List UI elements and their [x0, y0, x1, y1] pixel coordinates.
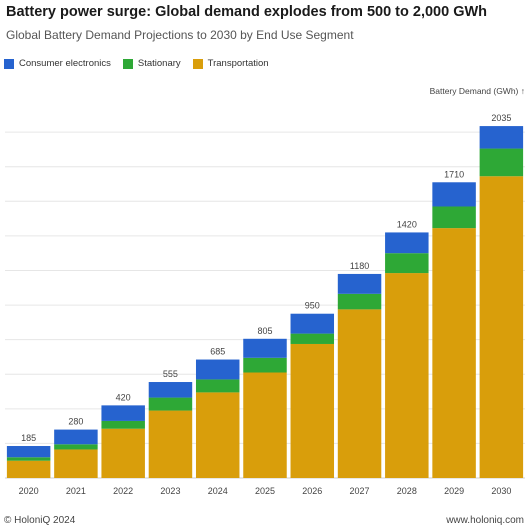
legend-swatch-consumer-electronics — [4, 58, 14, 69]
total-label-2030: 2035 — [491, 113, 511, 123]
bar-consumer-electronics-2025[interactable] — [243, 338, 287, 358]
bar-stationary-2025[interactable] — [243, 357, 287, 373]
x-tick-2026: 2026 — [302, 486, 322, 496]
legend: Consumer electronics Stationary Transpor… — [4, 58, 281, 69]
bar-transportation-2022[interactable] — [101, 428, 145, 478]
bar-consumer-electronics-2022[interactable] — [101, 405, 145, 421]
bar-transportation-2023[interactable] — [148, 410, 193, 478]
bar-transportation-2021[interactable] — [54, 449, 98, 478]
x-tick-2029: 2029 — [444, 486, 464, 496]
bar-stationary-2023[interactable] — [148, 397, 193, 411]
x-tick-2020: 2020 — [19, 486, 39, 496]
website-link[interactable]: www.holoniq.com — [446, 515, 524, 526]
legend-item-transportation[interactable]: Transportation — [192, 58, 269, 69]
bar-stationary-2027[interactable] — [337, 293, 382, 310]
bar-consumer-electronics-2026[interactable] — [290, 313, 335, 334]
bar-stationary-2030[interactable] — [479, 148, 524, 177]
x-tick-2024: 2024 — [208, 486, 228, 496]
x-tick-2021: 2021 — [66, 486, 86, 496]
bar-consumer-electronics-2027[interactable] — [337, 273, 382, 294]
total-label-2025: 805 — [257, 326, 272, 336]
legend-swatch-stationary — [122, 58, 133, 69]
chart-subtitle: Global Battery Demand Projections to 203… — [6, 28, 354, 42]
total-label-2021: 280 — [68, 417, 83, 427]
x-axis-ticks: 2020 2021 2022 2023 2024 2025 2026 2027 2028 2029… — [19, 486, 512, 496]
bar-stationary-2020[interactable] — [6, 457, 51, 461]
x-tick-2028: 2028 — [397, 486, 417, 496]
bar-stationary-2022[interactable] — [101, 420, 145, 429]
total-label-2026: 950 — [305, 301, 320, 311]
bar-stationary-2026[interactable] — [290, 333, 335, 344]
bar-transportation-2027[interactable] — [337, 309, 382, 478]
total-label-2029: 1710 — [444, 169, 464, 179]
legend-item-stationary[interactable]: Stationary — [122, 58, 181, 69]
total-label-2022: 420 — [116, 392, 131, 402]
total-label-2024: 685 — [210, 347, 225, 357]
bar-transportation-2025[interactable] — [243, 372, 287, 478]
copyright-text: © HoloniQ 2024 — [4, 515, 76, 526]
y-axis-label: Battery Demand (GWh) ↑ — [430, 86, 525, 96]
bar-consumer-electronics-2029[interactable] — [432, 182, 476, 207]
bar-consumer-electronics-2023[interactable] — [148, 382, 193, 398]
legend-label-consumer-electronics: Consumer electronics — [19, 58, 111, 69]
bar-consumer-electronics-2030[interactable] — [479, 126, 524, 149]
bar-transportation-2020[interactable] — [6, 460, 51, 478]
legend-swatch-transportation — [192, 58, 203, 69]
total-label-2028: 1420 — [397, 219, 417, 229]
x-tick-2030: 2030 — [491, 486, 511, 496]
bar-stationary-2021[interactable] — [54, 444, 98, 450]
bar-consumer-electronics-2021[interactable] — [54, 429, 98, 445]
bar-consumer-electronics-2024[interactable] — [195, 359, 240, 380]
total-label-2027: 1180 — [350, 261, 369, 271]
bar-transportation-2026[interactable] — [290, 343, 335, 478]
x-tick-2027: 2027 — [350, 486, 370, 496]
bar-stationary-2028[interactable] — [385, 253, 429, 274]
bar-stationary-2024[interactable] — [195, 379, 240, 393]
bar-series — [6, 126, 524, 479]
bar-transportation-2028[interactable] — [385, 273, 429, 478]
bar-stationary-2029[interactable] — [432, 206, 476, 229]
legend-item-consumer-electronics[interactable]: Consumer electronics — [4, 58, 111, 69]
x-tick-2022: 2022 — [113, 486, 133, 496]
bar-consumer-electronics-2020[interactable] — [6, 446, 51, 458]
total-labels: 185 280 420 555 685 805 950 1180 1420 1710 2035 — [21, 113, 511, 443]
total-label-2020: 185 — [21, 433, 36, 443]
legend-label-stationary: Stationary — [137, 58, 181, 69]
total-label-2023: 555 — [163, 369, 178, 379]
bar-transportation-2024[interactable] — [195, 392, 240, 478]
bar-consumer-electronics-2028[interactable] — [385, 232, 429, 254]
bar-transportation-2030[interactable] — [479, 176, 524, 479]
chart-title: Battery power surge: Global demand explo… — [6, 4, 488, 20]
bar-transportation-2029[interactable] — [432, 228, 476, 478]
x-tick-2023: 2023 — [160, 486, 180, 496]
x-tick-2025: 2025 — [255, 486, 275, 496]
legend-label-transportation: Transportation — [207, 58, 269, 69]
